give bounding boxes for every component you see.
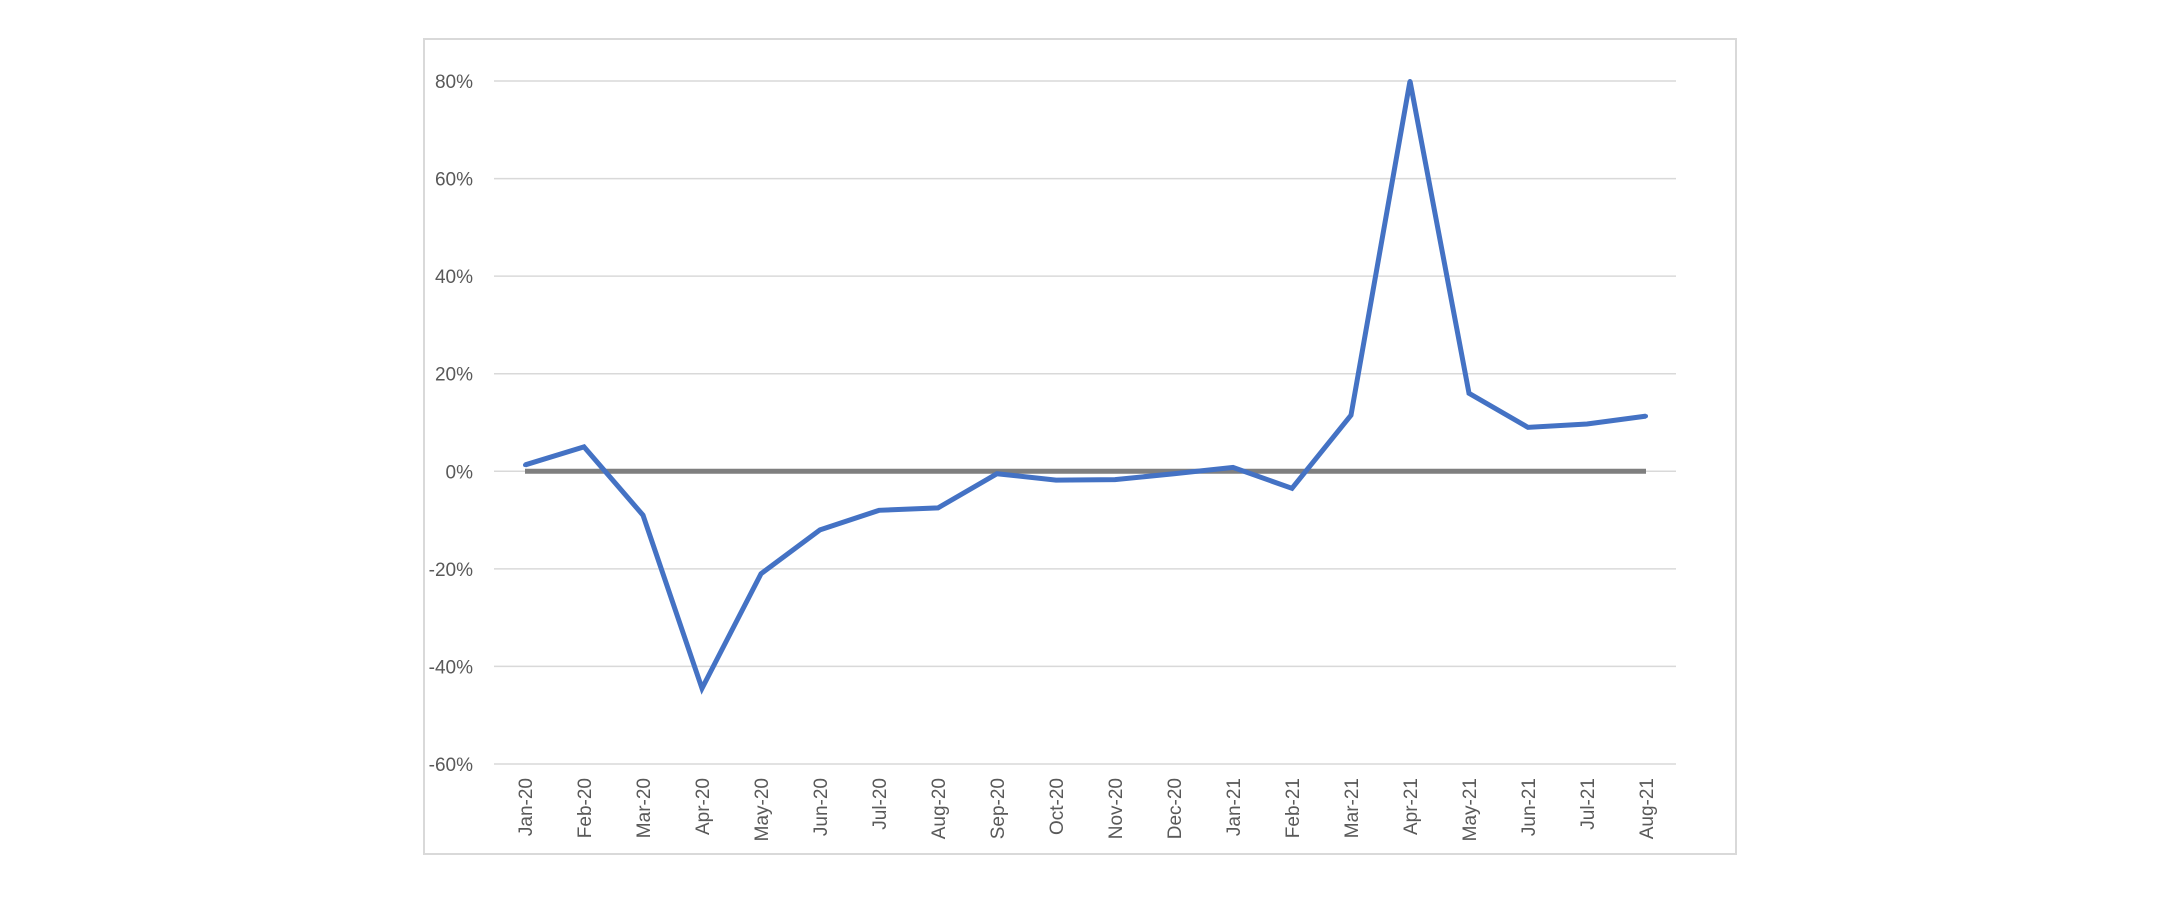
series-line [524, 80, 1647, 695]
y-tick-label: 40% [435, 267, 473, 288]
x-tick-label: Sep-20 [988, 778, 1009, 839]
data-point [1290, 486, 1294, 491]
x-tick-label: May-20 [752, 778, 773, 841]
data-point [936, 505, 940, 510]
x-tick-label: Jun-21 [1519, 778, 1540, 836]
data-point [1526, 425, 1530, 430]
data-point [1172, 471, 1176, 476]
x-tick-label: Apr-20 [693, 778, 714, 835]
data-point [759, 571, 763, 576]
x-tick-label: Nov-20 [1106, 778, 1127, 839]
data-point [1231, 465, 1235, 470]
x-tick-label: Jan-20 [516, 778, 537, 836]
data-point [1113, 477, 1117, 482]
data-point [523, 462, 527, 467]
x-tick-label: Jul-21 [1578, 778, 1599, 830]
x-tick-label: Feb-20 [575, 778, 596, 838]
data-point [641, 513, 645, 518]
x-tick-label: Mar-20 [634, 778, 655, 838]
data-point [1054, 478, 1058, 483]
data-point [1467, 391, 1471, 396]
data-point [700, 686, 704, 691]
x-tick-label: Jul-20 [870, 778, 891, 830]
chart-frame [423, 38, 1737, 855]
y-tick-label: 60% [435, 170, 473, 191]
y-tick-label: -20% [429, 560, 473, 581]
y-tick-label: -60% [429, 755, 473, 776]
data-point [1408, 79, 1412, 83]
data-point [1349, 413, 1353, 418]
data-point [995, 471, 999, 476]
x-tick-label: Aug-20 [929, 778, 950, 839]
x-tick-label: Feb-21 [1283, 778, 1304, 838]
x-tick-label: Dec-20 [1165, 778, 1186, 839]
data-point [877, 508, 881, 513]
series-lines [523, 79, 1648, 695]
x-tick-label: Jan-21 [1224, 778, 1245, 836]
y-tick-label: 80% [435, 72, 473, 93]
y-tick-label: -40% [429, 657, 473, 678]
data-point [818, 527, 822, 532]
x-tick-label: Jun-20 [811, 778, 832, 836]
x-axis-tick-labels: Jan-20 Feb-20 Mar-20 Apr-20 May-20 Jun-20 Jul-… [516, 778, 1658, 841]
x-tick-label: Oct-20 [1047, 778, 1068, 835]
y-tick-label: 20% [435, 365, 473, 386]
x-tick-label: Mar-21 [1342, 778, 1363, 838]
data-point [1644, 414, 1648, 419]
y-tick-label: 0% [446, 462, 474, 483]
y-axis-tick-labels: 80% 60% 40% 20% 0% -20% -40% -60% [429, 72, 473, 776]
x-tick-label: Apr-21 [1401, 778, 1422, 835]
x-tick-label: Aug-21 [1637, 778, 1658, 839]
data-point [1585, 421, 1589, 426]
data-point [582, 444, 586, 449]
x-tick-label: May-21 [1460, 778, 1481, 841]
gridlines [494, 80, 1676, 765]
